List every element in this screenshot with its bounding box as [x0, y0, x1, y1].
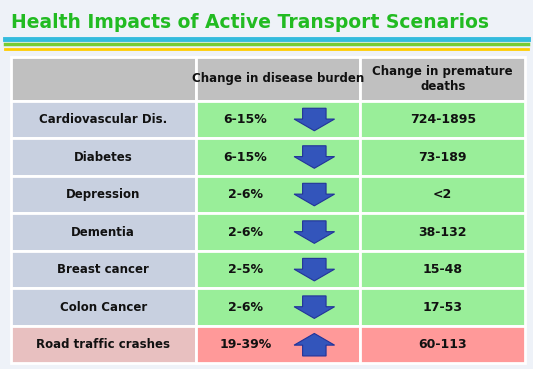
Bar: [360, 57, 525, 101]
Text: Breast cancer: Breast cancer: [58, 263, 149, 276]
Bar: [360, 176, 525, 213]
Text: 2-6%: 2-6%: [228, 225, 263, 239]
Text: Health Impacts of Active Transport Scenarios: Health Impacts of Active Transport Scena…: [11, 13, 489, 32]
Bar: [11, 176, 196, 213]
Bar: [11, 251, 196, 289]
Text: Road traffic crashes: Road traffic crashes: [36, 338, 170, 351]
Bar: [196, 176, 360, 213]
Text: 73-189: 73-189: [418, 151, 467, 163]
Bar: [11, 138, 196, 176]
Bar: [196, 57, 360, 101]
Text: Cardiovascular Dis.: Cardiovascular Dis.: [39, 113, 167, 126]
Bar: [360, 138, 525, 176]
Bar: [360, 101, 525, 138]
Text: 724-1895: 724-1895: [410, 113, 476, 126]
Bar: [360, 251, 525, 289]
Text: 6-15%: 6-15%: [223, 151, 267, 163]
Bar: [196, 101, 360, 138]
Text: 2-6%: 2-6%: [228, 301, 263, 314]
Text: Change in premature
deaths: Change in premature deaths: [373, 65, 513, 93]
Text: <2: <2: [433, 188, 453, 201]
Polygon shape: [294, 258, 335, 281]
Bar: [11, 326, 196, 363]
Text: Diabetes: Diabetes: [74, 151, 133, 163]
Text: 19-39%: 19-39%: [219, 338, 271, 351]
Polygon shape: [294, 296, 335, 318]
Bar: [360, 289, 525, 326]
Polygon shape: [294, 146, 335, 168]
Bar: [360, 213, 525, 251]
Bar: [196, 289, 360, 326]
Text: Depression: Depression: [66, 188, 140, 201]
Bar: [196, 326, 360, 363]
Polygon shape: [294, 183, 335, 206]
Polygon shape: [294, 221, 335, 244]
Text: 38-132: 38-132: [418, 225, 467, 239]
Text: 2-6%: 2-6%: [228, 188, 263, 201]
Text: 60-113: 60-113: [418, 338, 467, 351]
Polygon shape: [294, 108, 335, 131]
Bar: [360, 326, 525, 363]
Bar: [196, 213, 360, 251]
Bar: [11, 213, 196, 251]
Bar: [11, 289, 196, 326]
Text: 17-53: 17-53: [423, 301, 463, 314]
Bar: [11, 57, 196, 101]
Text: Colon Cancer: Colon Cancer: [60, 301, 147, 314]
Text: 6-15%: 6-15%: [223, 113, 267, 126]
Text: Change in disease burden: Change in disease burden: [192, 72, 364, 86]
Bar: [196, 138, 360, 176]
Bar: [196, 251, 360, 289]
Text: 15-48: 15-48: [423, 263, 463, 276]
Text: 2-5%: 2-5%: [228, 263, 263, 276]
Bar: [11, 101, 196, 138]
Polygon shape: [294, 334, 335, 356]
Text: Dementia: Dementia: [71, 225, 135, 239]
